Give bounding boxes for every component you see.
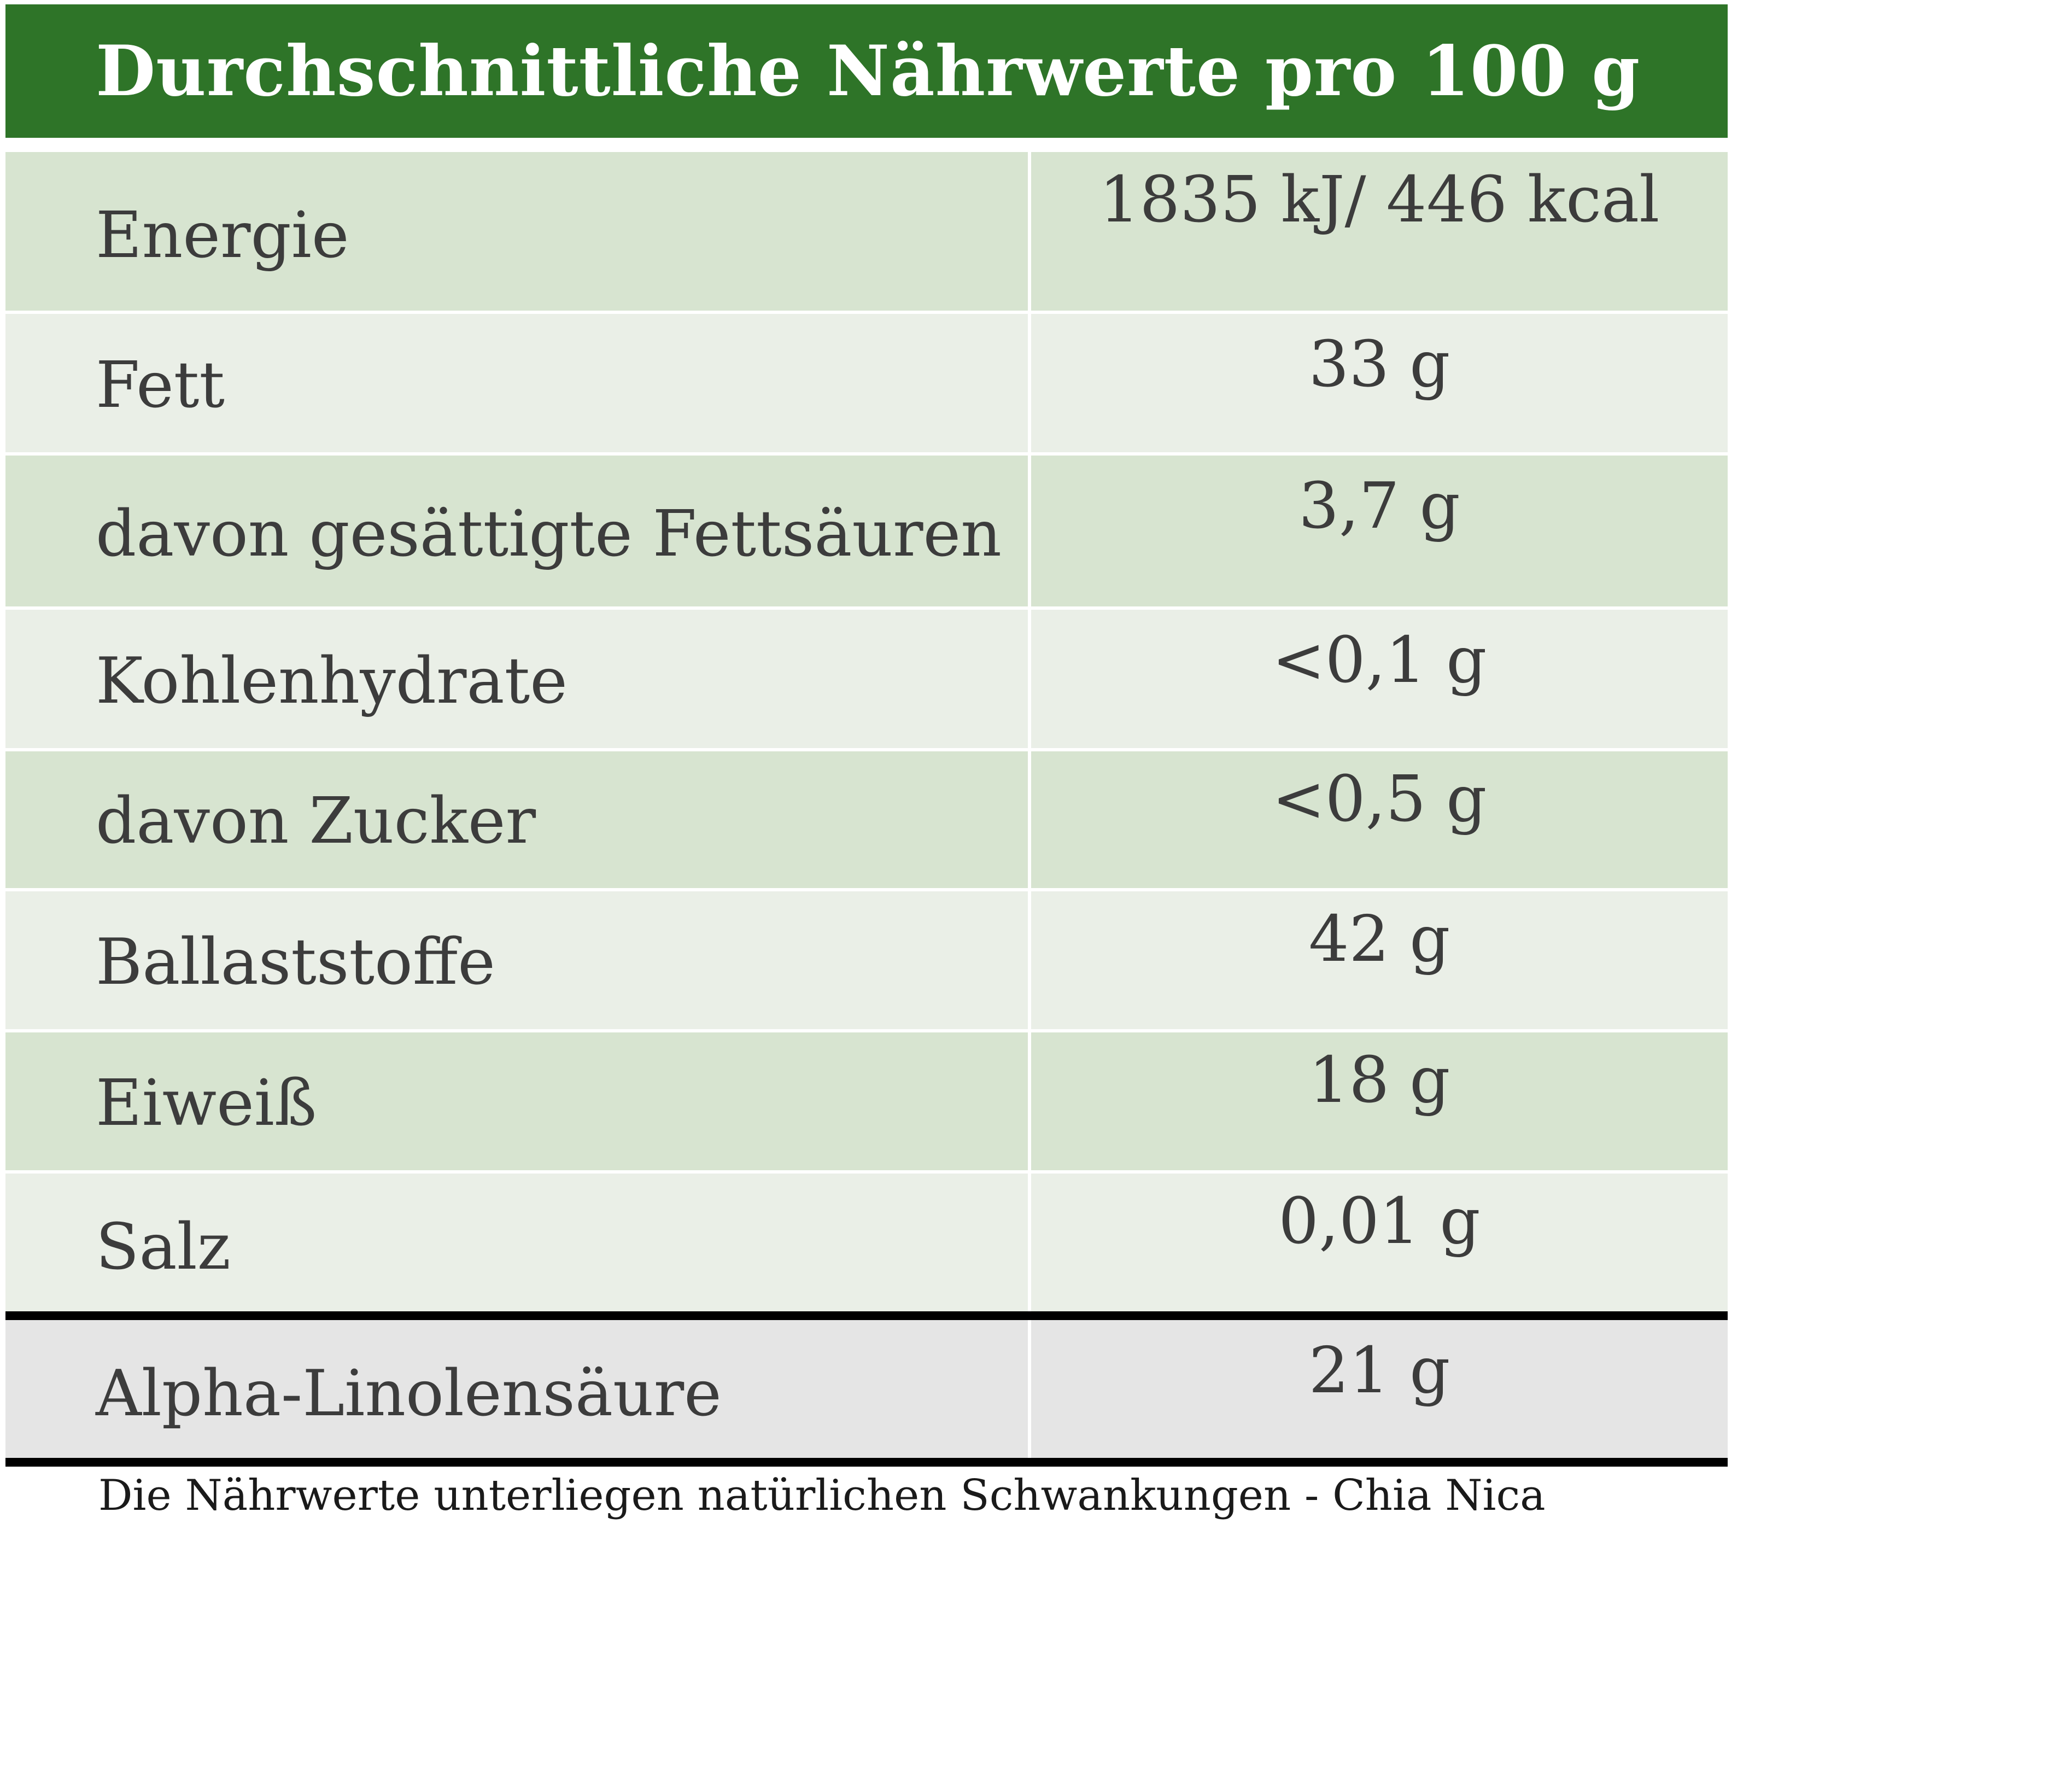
row-label: Alpha-Linolensäure bbox=[5, 1320, 1031, 1458]
table-title: Durchschnittliche Nährwerte pro 100 g bbox=[96, 31, 1641, 112]
row-label: Kohlenhydrate bbox=[5, 610, 1031, 748]
row-label: Fett bbox=[5, 314, 1031, 452]
table-row-kohlenhydrate: Kohlenhydrate <0,1 g bbox=[5, 606, 1728, 748]
table-separator bbox=[5, 1311, 1728, 1320]
row-value: 1835 kJ/ 446 kcal bbox=[1099, 163, 1660, 237]
row-value: 0,01 g bbox=[1278, 1184, 1481, 1258]
table-row-salz: Salz 0,01 g bbox=[5, 1170, 1728, 1311]
table-row-fett: Fett 33 g bbox=[5, 311, 1728, 452]
table-row-zucker: davon Zucker <0,5 g bbox=[5, 748, 1728, 888]
row-label: Salz bbox=[5, 1174, 1031, 1311]
row-value: 42 g bbox=[1308, 902, 1450, 976]
table-header: Durchschnittliche Nährwerte pro 100 g bbox=[5, 4, 1728, 138]
row-value: 33 g bbox=[1308, 328, 1450, 401]
table-row-eiweiss: Eiweiß 18 g bbox=[5, 1029, 1728, 1170]
row-value: 18 g bbox=[1308, 1043, 1450, 1117]
row-value: <0,1 g bbox=[1272, 623, 1487, 697]
row-label: Ballaststoffe bbox=[5, 891, 1031, 1029]
table-row-ballaststoffe: Ballaststoffe 42 g bbox=[5, 888, 1728, 1029]
row-label: Eiweiß bbox=[5, 1032, 1031, 1170]
table-bottom-rule bbox=[5, 1458, 1728, 1467]
row-label: Energie bbox=[5, 152, 1031, 311]
row-value: <0,5 g bbox=[1272, 762, 1487, 836]
table-row-energie: Energie 1835 kJ/ 446 kcal bbox=[5, 152, 1728, 311]
row-value: 3,7 g bbox=[1298, 469, 1460, 543]
footnote: Die Nährwerte unterliegen natürlichen Sc… bbox=[98, 1471, 1546, 1520]
row-label: davon Zucker bbox=[5, 751, 1031, 888]
table-row-alpha-linolensaeure: Alpha-Linolensäure 21 g bbox=[5, 1320, 1728, 1458]
row-value: 21 g bbox=[1308, 1334, 1450, 1408]
nutrition-table: Durchschnittliche Nährwerte pro 100 g En… bbox=[5, 4, 1728, 1467]
header-gap bbox=[5, 138, 1728, 152]
row-label: davon gesättigte Fettsäuren bbox=[5, 456, 1031, 606]
table-row-gesaettigte-fettsaeuren: davon gesättigte Fettsäuren 3,7 g bbox=[5, 452, 1728, 606]
